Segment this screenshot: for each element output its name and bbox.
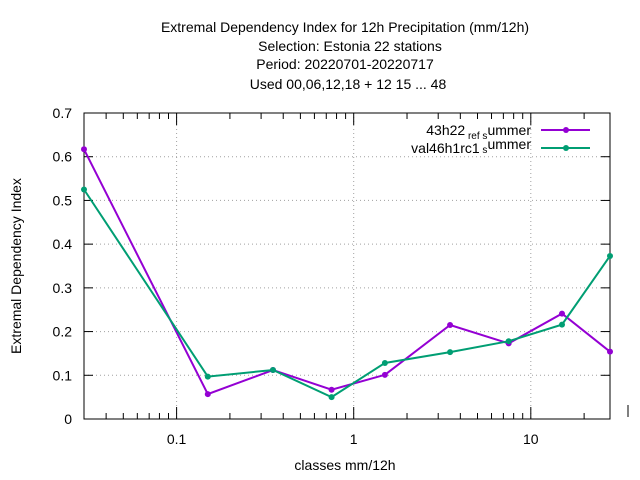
x-tick-label: 1	[350, 431, 358, 447]
title-line-1: Extremal Dependency Index for 12h Precip…	[161, 19, 529, 35]
data-point	[269, 367, 276, 374]
title-line-2: Selection: Estonia 22 stations	[258, 38, 442, 54]
data-point	[328, 386, 335, 393]
y-tick-label: 0.4	[53, 236, 73, 252]
data-point	[558, 321, 565, 328]
y-tick-label: 0.6	[53, 149, 73, 165]
y-tick-label: 0	[64, 411, 72, 427]
axis-ticks	[83, 112, 610, 420]
series-1	[81, 146, 613, 398]
data-point	[328, 394, 335, 401]
data-point	[558, 310, 565, 317]
data-point	[381, 371, 388, 378]
y-tick-label: 0.5	[53, 192, 73, 208]
data-point	[381, 360, 388, 367]
y-tick-label: 0.2	[53, 324, 73, 340]
legend-label: val46h1rc1 summer	[411, 136, 531, 156]
legend-marker	[563, 127, 569, 133]
data-point	[204, 373, 211, 380]
y-tick-label: 0.3	[53, 280, 73, 296]
y-tick-label: 0.7	[53, 105, 73, 121]
x-tick-label: 0.1	[167, 431, 187, 447]
data-point	[607, 252, 613, 259]
x-tick-labels: 0.1 1 10	[167, 431, 539, 447]
y-axis-label: Extremal Dependency Index	[8, 178, 24, 354]
data-point	[204, 391, 211, 398]
grid	[84, 113, 610, 419]
x-tick-label: 10	[523, 431, 539, 447]
data-point	[81, 146, 87, 153]
data-point	[81, 186, 87, 193]
series-2	[81, 186, 613, 401]
title-line-4: Used 00,06,12,18 + 12 15 ... 48	[250, 76, 447, 92]
y-tick-label: 0.1	[53, 367, 73, 383]
legend-marker	[563, 145, 569, 151]
data-point	[447, 349, 454, 356]
plot-frame	[83, 112, 611, 420]
chart-title: Extremal Dependency Index for 12h Precip…	[161, 19, 529, 92]
legend-label: 43h22 ref summer	[426, 122, 531, 142]
x-axis-label: classes mm/12h	[294, 457, 395, 473]
series	[81, 146, 613, 401]
data-point	[505, 338, 512, 345]
title-line-3: Period: 20220701-20220717	[256, 56, 434, 72]
y-tick-labels: 0 0.1 0.2 0.3 0.4 0.5 0.6 0.7	[53, 105, 73, 427]
data-point	[447, 322, 454, 329]
data-point	[607, 348, 613, 355]
